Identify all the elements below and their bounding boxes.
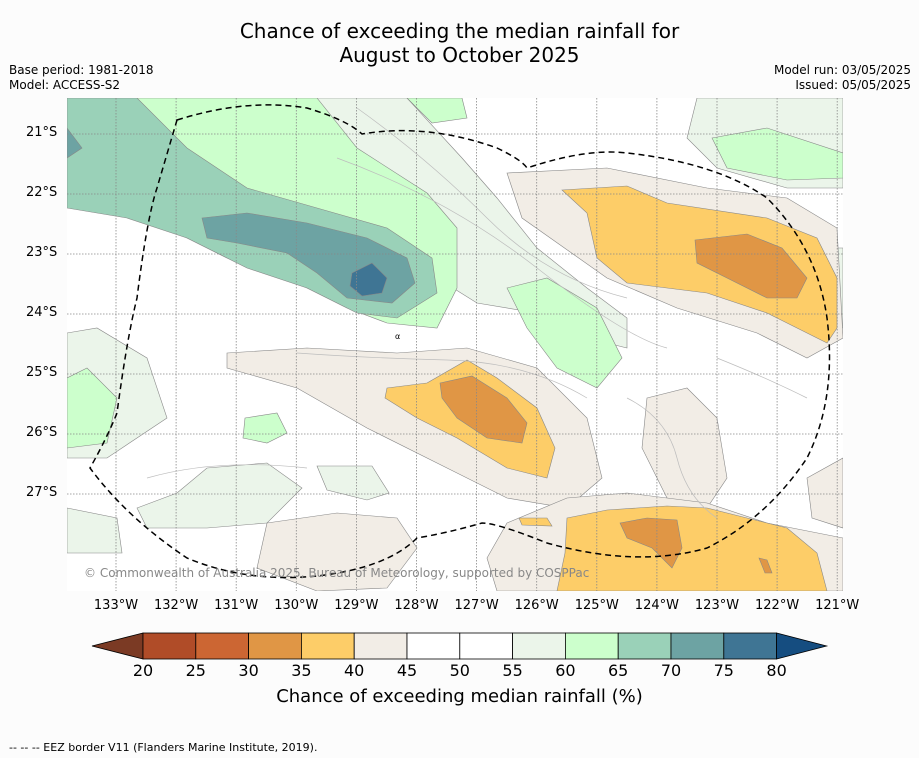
colorbar-segment <box>300 632 355 660</box>
colorbar-segment <box>353 632 408 660</box>
colorbar-tick-label: 25 <box>185 661 206 680</box>
y-tick-label: 27°S <box>26 485 58 500</box>
contour-lines <box>146 107 808 519</box>
colorbar-segment <box>670 632 725 660</box>
y-tick-label: 24°S <box>26 305 58 320</box>
colorbar-arrow-high <box>776 632 829 660</box>
x-tick-label: 131°W <box>214 598 259 613</box>
footer-note: -- -- -- EEZ border V11 (Flanders Marine… <box>9 741 318 754</box>
colorbar <box>91 632 829 660</box>
colorbar-tick-label: 35 <box>291 661 312 680</box>
colorbar-tick-label: 30 <box>238 661 259 680</box>
colorbar-tick-label: 65 <box>608 661 629 680</box>
y-tick-label: 26°S <box>26 425 58 440</box>
colorbar-tick-label: 40 <box>344 661 365 680</box>
colorbar-tick-label: 80 <box>766 661 787 680</box>
colorbar-segment <box>248 632 302 660</box>
y-tick-label: 23°S <box>26 245 58 260</box>
x-tick-label: 124°W <box>634 598 679 613</box>
colorbar-tick-label: 50 <box>449 661 470 680</box>
x-tick-label: 128°W <box>394 598 439 613</box>
colorbar-title: Chance of exceeding median rainfall (%) <box>276 686 643 707</box>
x-tick-label: 125°W <box>574 598 619 613</box>
map-small-mark: α <box>395 332 400 341</box>
colorbar-arrow-low <box>91 632 144 660</box>
x-tick-label: 133°W <box>93 598 139 613</box>
colorbar-tick-label: 60 <box>555 661 576 680</box>
y-tick-label: 22°S <box>26 185 58 200</box>
colorbar-segment <box>459 632 513 660</box>
contour-75-80 <box>349 262 388 297</box>
colorbar-segment <box>195 632 250 660</box>
eez-border <box>89 104 831 579</box>
colorbar-segment <box>406 632 461 660</box>
rainfall-map: α <box>67 98 843 591</box>
copyright-text: © Commonwealth of Australia 2025, Bureau… <box>84 566 590 580</box>
base-period: Base period: 1981-2018 <box>9 63 154 77</box>
graticule <box>67 98 843 591</box>
colorbar-tick-label: 55 <box>502 661 523 680</box>
colorbar-segment <box>142 632 197 660</box>
colorbar-segment <box>723 632 777 660</box>
colorbar-tick-label: 75 <box>713 661 734 680</box>
x-tick-label: 132°W <box>154 598 199 613</box>
colorbar-segment <box>564 632 619 660</box>
colorbar-segment <box>512 632 566 660</box>
x-tick-label: 130°W <box>274 598 319 613</box>
colorbar-segment <box>617 632 672 660</box>
map-title-line1: Chance of exceeding the median rainfall … <box>239 19 680 43</box>
colorbar-tick-label: 45 <box>396 661 418 680</box>
y-tick-label: 25°S <box>26 365 58 380</box>
colorbar-tick-label: 70 <box>660 661 682 680</box>
x-tick-label: 123°W <box>694 598 740 613</box>
y-tick-label: 21°S <box>26 125 58 140</box>
x-tick-label: 121°W <box>815 598 860 613</box>
x-tick-label: 129°W <box>334 598 379 613</box>
map-title-line2: August to October 2025 <box>339 43 580 67</box>
x-tick-label: 122°W <box>755 598 800 613</box>
model-run: Model run: 03/05/2025 <box>773 63 911 77</box>
model-name: Model: ACCESS-S2 <box>9 78 121 92</box>
colorbar-tick-label: 20 <box>132 661 154 680</box>
issued-date: Issued: 05/05/2025 <box>795 78 911 92</box>
x-tick-label: 127°W <box>454 598 499 613</box>
x-tick-label: 126°W <box>514 598 559 613</box>
